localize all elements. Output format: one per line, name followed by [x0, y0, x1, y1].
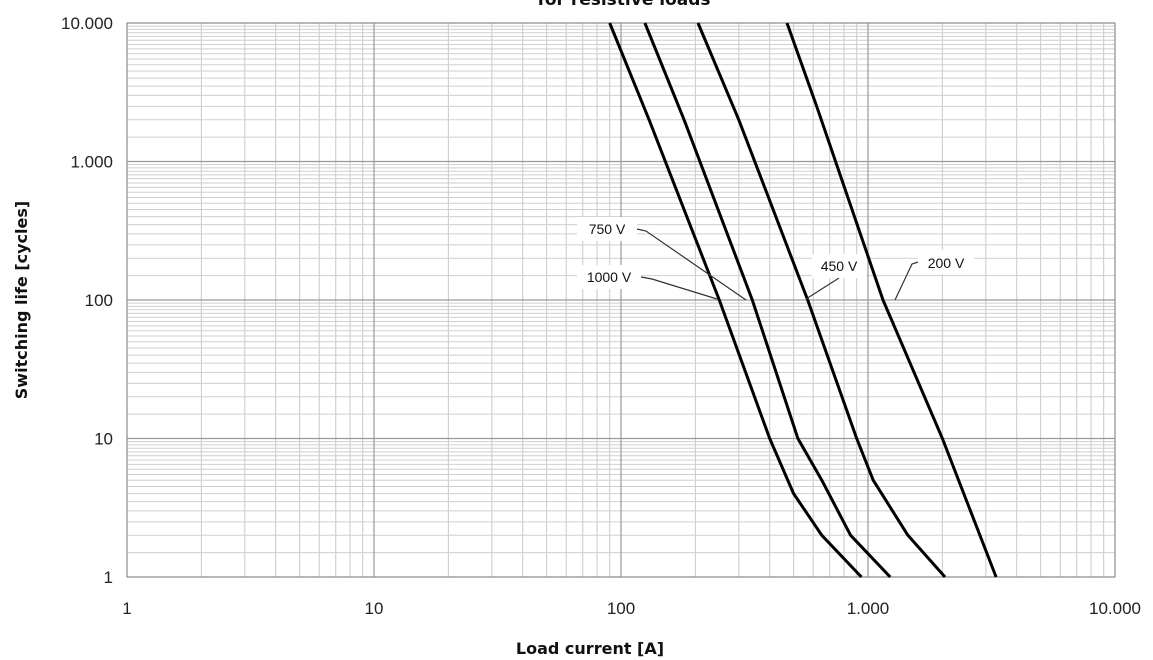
- y-axis-title: Switching life [cycles]: [12, 201, 31, 399]
- series-line: [696, 22, 947, 578]
- series-leader-line: [805, 277, 840, 300]
- series-lines: [608, 22, 998, 579]
- series-label-bg: [812, 254, 866, 278]
- series-label: 450 V: [821, 258, 858, 274]
- series-label-bg: [577, 217, 637, 241]
- series-leader-line: [636, 228, 747, 301]
- series-leader-line: [640, 276, 718, 300]
- series-line: [608, 22, 863, 579]
- series-labels: 1000 V 750 V 450 V 200 V: [577, 217, 974, 301]
- y-tick-label: 10: [94, 430, 113, 449]
- x-tick-label: 10: [365, 599, 384, 618]
- y-tick-labels: 1 10 100 1.000 10.000: [61, 14, 113, 587]
- series-line: [785, 22, 998, 578]
- series-leader-line: [894, 261, 919, 301]
- x-tick-labels: 1 10 100 1.000 10.000: [122, 599, 1141, 618]
- series-label-bg: [918, 250, 974, 274]
- x-tick-label: 10.000: [1089, 599, 1141, 618]
- series-label: 1000 V: [587, 269, 632, 285]
- x-tick-label: 100: [607, 599, 635, 618]
- y-tick-label: 1.000: [70, 153, 113, 172]
- series-label: 750 V: [589, 221, 626, 237]
- x-tick-label: 1.000: [847, 599, 890, 618]
- y-tick-label: 100: [85, 291, 113, 310]
- series-label-bg: [577, 265, 641, 289]
- y-tick-label: 1: [104, 568, 113, 587]
- x-tick-label: 1: [122, 599, 131, 618]
- plot-frame: [126, 22, 1116, 578]
- x-axis-title: Load current [A]: [516, 639, 664, 658]
- chart-title: for resistive loads: [537, 0, 710, 10]
- series-line: [643, 22, 892, 579]
- series-label: 200 V: [928, 255, 965, 271]
- y-tick-label: 10.000: [61, 14, 113, 33]
